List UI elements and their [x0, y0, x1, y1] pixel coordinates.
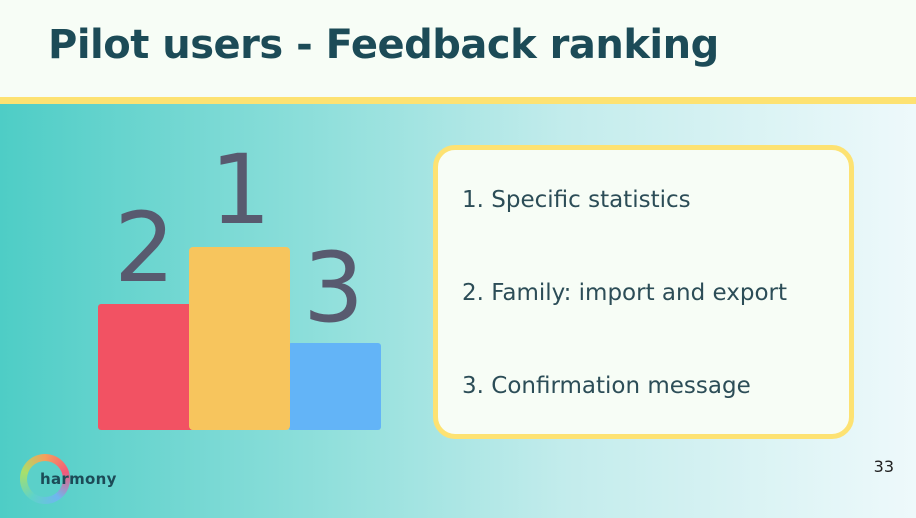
harmony-ring-logo-icon: [20, 454, 70, 504]
slide-header: Pilot users - Feedback ranking: [0, 0, 916, 97]
podium-rank-first: 1: [210, 134, 272, 246]
podium-rank-third: 3: [303, 232, 365, 344]
harmony-logo: harmony: [20, 454, 130, 506]
podium-block-third: [288, 343, 381, 430]
slide-title: Pilot users - Feedback ranking: [48, 22, 719, 68]
podium-block-first: [189, 247, 290, 430]
ranking-item-third: 3. Confirmation message: [462, 373, 751, 399]
podium-rank-second: 2: [114, 192, 176, 304]
page-number: 33: [873, 457, 894, 476]
logo-text: harmony: [40, 470, 117, 488]
ranking-item-second: 2. Family: import and export: [462, 280, 787, 306]
header-divider: [0, 97, 916, 104]
podium-block-second: [98, 304, 194, 430]
ranking-item-first: 1. Specific statistics: [462, 187, 691, 213]
ranking-card: 1. Specific statistics 2. Family: import…: [433, 145, 854, 439]
